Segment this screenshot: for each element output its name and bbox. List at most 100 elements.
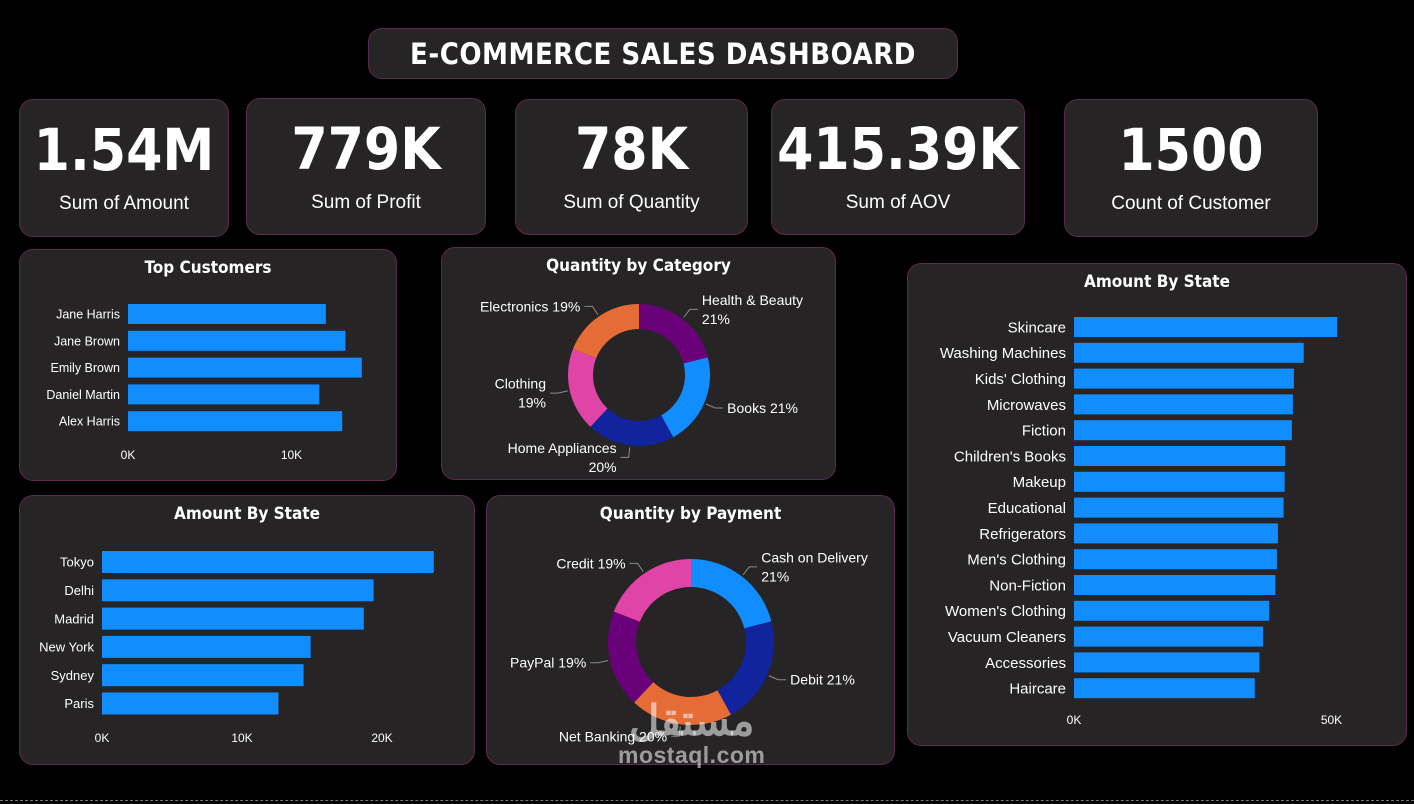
bar-non-fiction[interactable]: [1074, 575, 1276, 595]
slice-clothing[interactable]: [568, 348, 608, 427]
bar-jane-harris[interactable]: [128, 304, 326, 324]
kpi-card-amount[interactable]: 1.54M Sum of Amount: [19, 99, 229, 237]
bar-makeup[interactable]: [1074, 471, 1285, 492]
kpi-card-quantity[interactable]: 78K Sum of Quantity: [515, 99, 748, 235]
kpi-value: 415.39K: [777, 115, 1019, 183]
category-label-refrigerators: Refrigerators: [979, 526, 1066, 543]
bar-refrigerators[interactable]: [1074, 523, 1278, 544]
chart-title: Top Customers: [144, 258, 272, 278]
category-label-educational: Educational: [988, 500, 1066, 517]
slice-books[interactable]: [661, 357, 710, 438]
bar-washing-machines[interactable]: [1074, 342, 1304, 363]
data-label-line: Cash on Delivery: [761, 549, 868, 565]
bar-sydney[interactable]: [102, 664, 304, 687]
data-label-line: Clothing: [495, 376, 546, 392]
bar-jane-brown[interactable]: [128, 330, 346, 351]
bar-skincare[interactable]: [1074, 317, 1338, 337]
top-customers-chart[interactable]: Jane Harris Jane Brown Emily Brown Daniel M…: [20, 250, 398, 482]
category-label-paris: Paris: [64, 696, 94, 711]
leader-line-credit: [629, 562, 644, 572]
amount-by-state-product-chart[interactable]: Skincare Washing Machines Kids' Clothing Mi…: [908, 264, 1408, 747]
slice-electronics[interactable]: [572, 304, 639, 359]
category-label-children-s-books: Children's Books: [954, 448, 1066, 465]
bar-new-york[interactable]: [102, 635, 311, 658]
category-label-makeup: Makeup: [1013, 474, 1066, 491]
category-label-jane-harris: Jane Harris: [56, 308, 120, 322]
kpi-card-customers[interactable]: 1500 Count of Customer: [1064, 99, 1318, 237]
category-label-fiction: Fiction: [1022, 423, 1066, 440]
quantity-by-payment-panel[interactable]: Quantity by Payment Cash on Delivery 21% D…: [486, 495, 895, 765]
data-label-electronics: Electronics 19%: [480, 298, 580, 314]
bar-microwaves[interactable]: [1074, 394, 1293, 415]
amount-by-state-city-panel[interactable]: Amount By State Tokyo Delhi Madrid New York…: [19, 495, 475, 765]
bar-vacuum-cleaners[interactable]: [1074, 626, 1264, 647]
category-label-jane-brown: Jane Brown: [54, 334, 120, 348]
bar-alex-harris[interactable]: [128, 411, 343, 432]
bar-delhi[interactable]: [102, 579, 374, 602]
leader-line-cash-on-delivery: [742, 566, 758, 576]
kpi-value: 78K: [574, 115, 689, 183]
slice-paypal[interactable]: [608, 611, 654, 703]
data-label-line: 21%: [702, 311, 730, 327]
bar-emily-brown[interactable]: [128, 357, 362, 378]
category-label-non-fiction: Non-Fiction: [989, 577, 1066, 594]
data-label-line: Debit 21%: [790, 672, 855, 688]
chart-title: Quantity by Category: [546, 256, 731, 276]
bar-men-s-clothing[interactable]: [1074, 549, 1277, 570]
slice-health-beauty[interactable]: [639, 304, 708, 364]
amount-by-state-product-panel[interactable]: Amount By State Skincare Washing Machines…: [907, 263, 1407, 746]
dashboard-title-box: E-COMMERCE SALES DASHBOARD: [368, 28, 958, 79]
slice-cash-on-delivery[interactable]: [691, 559, 772, 629]
tick-label-50k: 50K: [1321, 713, 1342, 727]
tick-label-0k: 0K: [1067, 713, 1082, 727]
watermark-latin: mostaql.com: [618, 742, 766, 768]
slice-home-appliances[interactable]: [590, 408, 674, 446]
category-label-delhi: Delhi: [64, 583, 94, 598]
data-label-cash-on-delivery: Cash on Delivery 21%: [761, 549, 868, 584]
kpi-label: Sum of AOV: [845, 192, 951, 213]
category-label-skincare: Skincare: [1008, 319, 1066, 336]
bar-kids-clothing[interactable]: [1074, 368, 1294, 389]
bar-fiction[interactable]: [1074, 420, 1292, 441]
quantity-by-category-chart[interactable]: Health & Beauty 21% Books 21% Home Applianc…: [442, 248, 837, 481]
slice-net-banking[interactable]: [634, 682, 731, 725]
bar-daniel-martin[interactable]: [128, 384, 320, 405]
quantity-by-payment-chart[interactable]: Cash on Delivery 21% Debit 21% Net Banking …: [487, 496, 896, 766]
amount-by-state-city-chart[interactable]: Tokyo Delhi Madrid New York Sydney Paris 0K 10K…: [20, 496, 476, 766]
kpi-label: Sum of Amount: [59, 193, 189, 214]
slice-debit[interactable]: [717, 621, 774, 715]
data-label-debit: Debit 21%: [790, 672, 855, 688]
kpi-label: Sum of Profit: [311, 191, 421, 213]
tick-label-20k: 20K: [371, 731, 392, 745]
data-label-home-appliances: Home Appliances 20%: [508, 440, 617, 475]
category-label-vacuum-cleaners: Vacuum Cleaners: [948, 629, 1066, 646]
bar-children-s-books[interactable]: [1074, 446, 1286, 466]
chart-title: Amount By State: [174, 504, 320, 524]
category-label-microwaves: Microwaves: [987, 397, 1066, 414]
category-label-kids-clothing: Kids' Clothing: [975, 371, 1066, 388]
bar-tokyo[interactable]: [102, 551, 434, 573]
bar-educational[interactable]: [1074, 497, 1284, 518]
category-label-accessories: Accessories: [985, 655, 1066, 672]
bar-paris[interactable]: [102, 692, 279, 715]
kpi-card-aov[interactable]: 415.39K Sum of AOV: [771, 99, 1025, 235]
kpi-value: 779K: [291, 114, 441, 183]
slice-credit[interactable]: [613, 559, 691, 622]
data-label-paypal: PayPal 19%: [510, 655, 586, 671]
quantity-by-category-panel[interactable]: Quantity by Category Health & Beauty 21% B…: [441, 247, 836, 480]
chart-title: Quantity by Payment: [599, 504, 782, 524]
kpi-card-profit[interactable]: 779K Sum of Profit: [246, 98, 486, 235]
watermark: مستقل mostaql.com: [618, 700, 765, 769]
category-label-alex-harris: Alex Harris: [59, 415, 120, 429]
bar-madrid[interactable]: [102, 607, 364, 630]
bar-haircare[interactable]: [1074, 678, 1255, 699]
data-label-line: 21%: [761, 568, 789, 584]
tick-label-0k: 0K: [95, 731, 110, 745]
top-customers-panel[interactable]: Top Customers Jane Harris Jane Brown Emily…: [19, 249, 397, 481]
data-label-health-beauty: Health & Beauty 21%: [702, 292, 803, 327]
data-label-line: PayPal 19%: [510, 655, 586, 671]
bar-women-s-clothing[interactable]: [1074, 600, 1270, 621]
data-label-books: Books 21%: [727, 400, 798, 416]
bar-accessories[interactable]: [1074, 652, 1260, 673]
data-label-line: 20%: [589, 459, 617, 475]
